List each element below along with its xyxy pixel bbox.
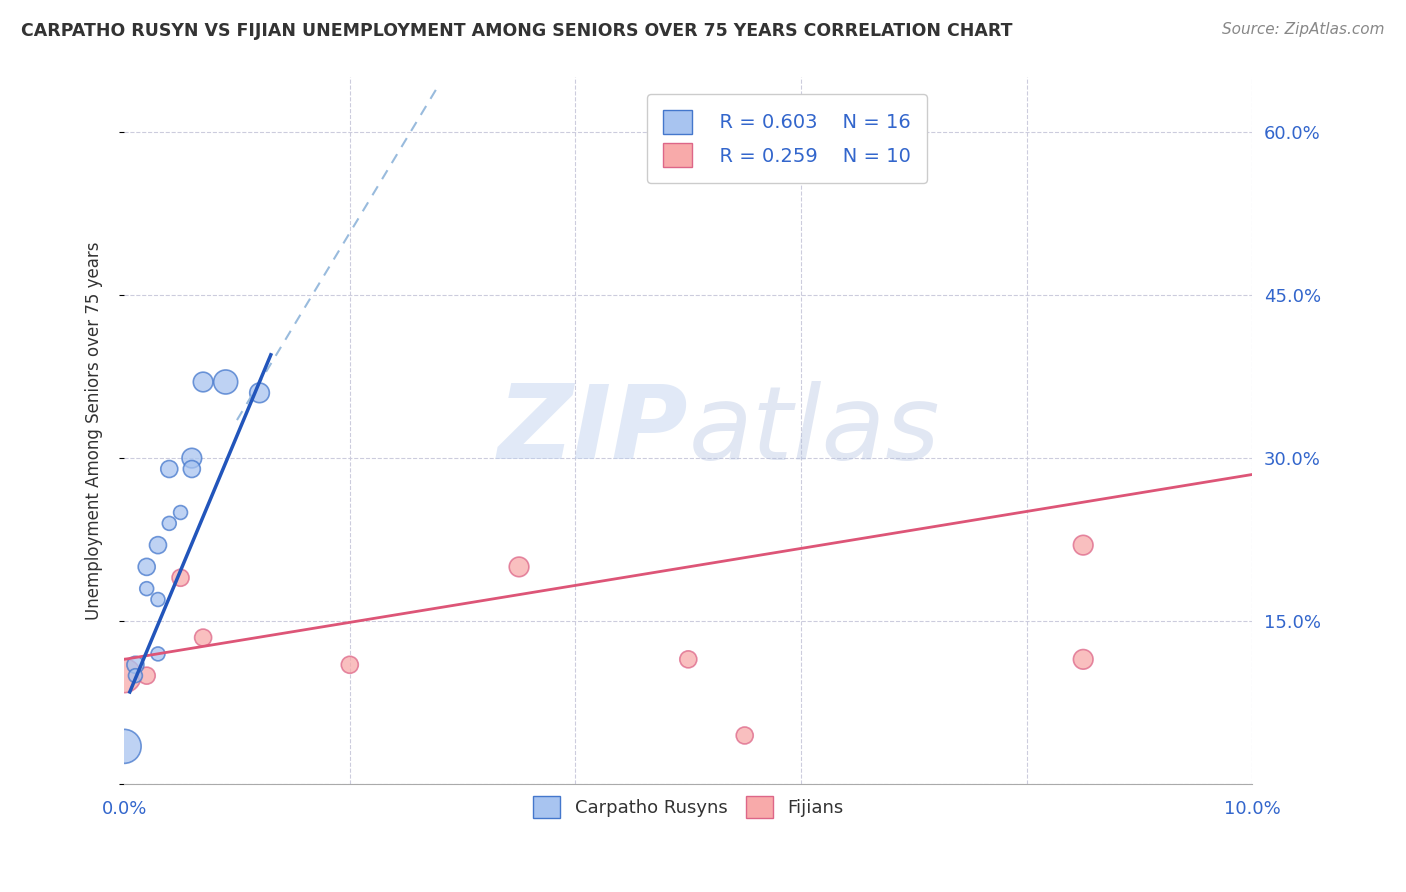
Point	[249, 385, 271, 400]
Point	[146, 538, 169, 552]
Point	[124, 657, 146, 672]
Point	[1071, 538, 1094, 552]
Point	[169, 571, 191, 585]
Text: ZIP: ZIP	[498, 380, 689, 482]
Point	[191, 375, 214, 389]
Point	[1071, 652, 1094, 666]
Point	[678, 652, 700, 666]
Point	[124, 668, 146, 682]
Point	[146, 647, 169, 661]
Point	[734, 729, 756, 743]
Point	[339, 657, 361, 672]
Point	[191, 631, 214, 645]
Y-axis label: Unemployment Among Seniors over 75 years: Unemployment Among Seniors over 75 years	[86, 242, 103, 620]
Point	[157, 516, 180, 531]
Point	[112, 668, 135, 682]
Point	[135, 668, 157, 682]
Point	[112, 739, 135, 754]
Point	[135, 560, 157, 574]
Text: Source: ZipAtlas.com: Source: ZipAtlas.com	[1222, 22, 1385, 37]
Text: atlas: atlas	[689, 381, 939, 481]
Point	[508, 560, 530, 574]
Point	[180, 462, 202, 476]
Point	[169, 506, 191, 520]
Point	[135, 582, 157, 596]
Point	[146, 592, 169, 607]
Text: CARPATHO RUSYN VS FIJIAN UNEMPLOYMENT AMONG SENIORS OVER 75 YEARS CORRELATION CH: CARPATHO RUSYN VS FIJIAN UNEMPLOYMENT AM…	[21, 22, 1012, 40]
Point	[215, 375, 238, 389]
Legend: Carpatho Rusyns, Fijians: Carpatho Rusyns, Fijians	[526, 789, 851, 825]
Point	[157, 462, 180, 476]
Point	[180, 451, 202, 466]
